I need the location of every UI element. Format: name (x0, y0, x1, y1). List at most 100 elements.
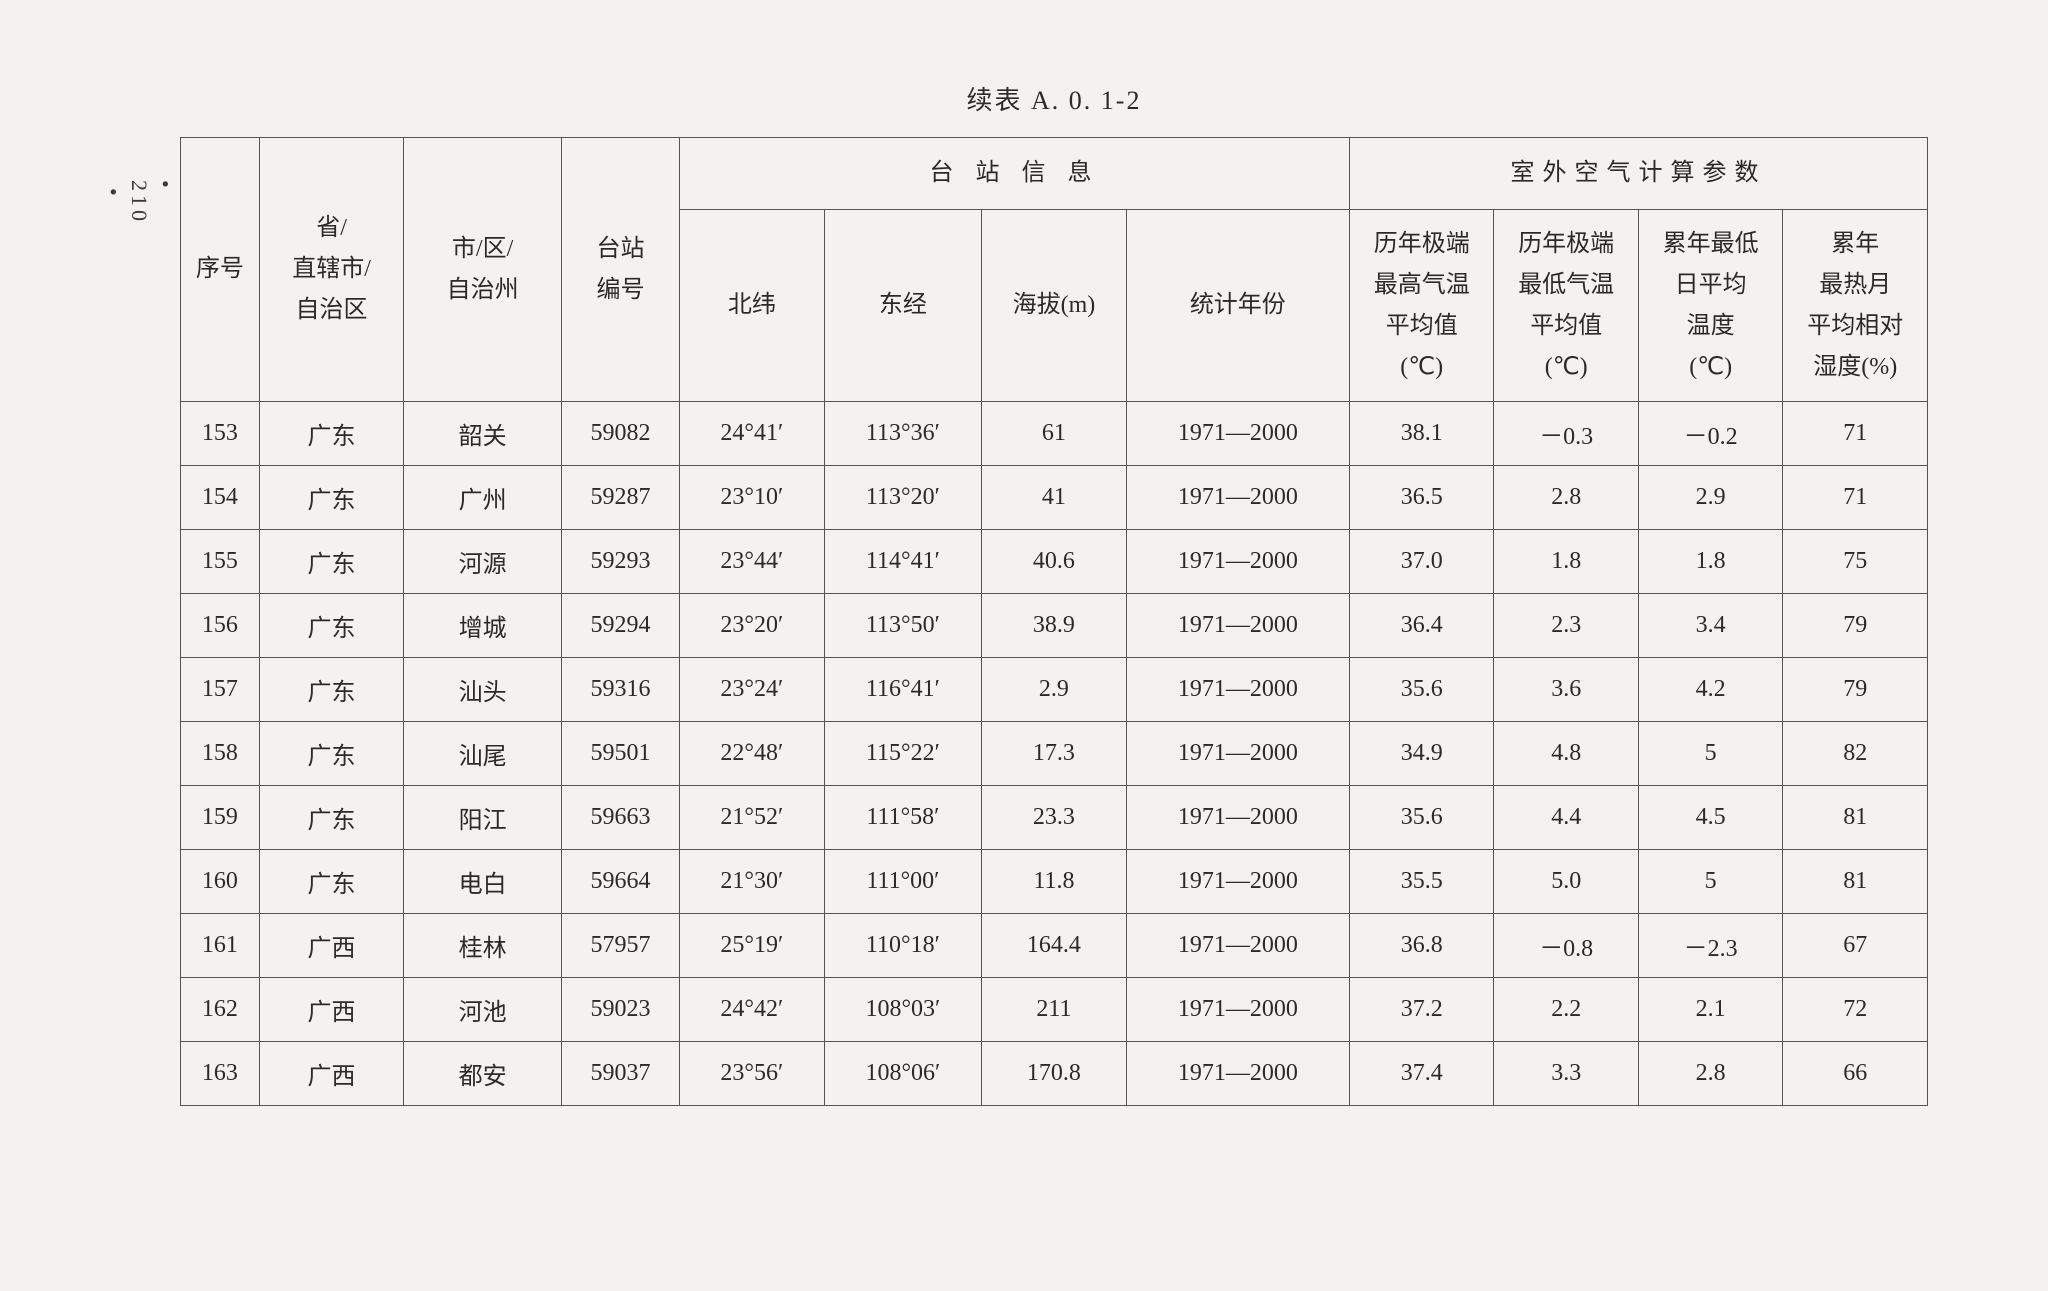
cell-lat: 22°48′ (680, 722, 824, 786)
cell-lon: 108°03′ (824, 978, 982, 1042)
table-row: 162广西河池5902324°42′108°03′2111971—200037.… (181, 978, 1928, 1042)
cell-province: 广东 (259, 722, 403, 786)
cell-city: 广州 (404, 466, 562, 530)
cell-year: 1971—2000 (1126, 658, 1349, 722)
table-row: 155广东河源5929323°44′114°41′40.61971—200037… (181, 530, 1928, 594)
cell-low-daily: 2.9 (1638, 466, 1782, 530)
cell-station: 59663 (561, 786, 679, 850)
cell-lon: 113°50′ (824, 594, 982, 658)
cell-max-temp: 36.5 (1349, 466, 1493, 530)
cell-seq: 153 (181, 402, 260, 466)
header-humidity: 累年最热月平均相对湿度(%) (1783, 210, 1928, 402)
cell-seq: 162 (181, 978, 260, 1042)
table-row: 153广东韶关5908224°41′113°36′611971—200038.1… (181, 402, 1928, 466)
cell-city: 都安 (404, 1042, 562, 1106)
cell-year: 1971—2000 (1126, 978, 1349, 1042)
cell-humidity: 75 (1783, 530, 1928, 594)
cell-low-daily: 4.5 (1638, 786, 1782, 850)
cell-station: 59023 (561, 978, 679, 1042)
cell-lon: 113°36′ (824, 402, 982, 466)
cell-low-daily: 4.2 (1638, 658, 1782, 722)
cell-station: 59664 (561, 850, 679, 914)
cell-min-temp: －0.3 (1494, 402, 1638, 466)
cell-min-temp: 4.4 (1494, 786, 1638, 850)
page-number: 210 (100, 180, 178, 225)
cell-min-temp: 2.3 (1494, 594, 1638, 658)
cell-alt: 40.6 (982, 530, 1126, 594)
cell-seq: 154 (181, 466, 260, 530)
cell-max-temp: 37.2 (1349, 978, 1493, 1042)
cell-seq: 160 (181, 850, 260, 914)
cell-max-temp: 36.4 (1349, 594, 1493, 658)
cell-seq: 157 (181, 658, 260, 722)
cell-alt: 11.8 (982, 850, 1126, 914)
cell-year: 1971—2000 (1126, 914, 1349, 978)
cell-alt: 17.3 (982, 722, 1126, 786)
cell-province: 广东 (259, 658, 403, 722)
cell-max-temp: 38.1 (1349, 402, 1493, 466)
cell-seq: 155 (181, 530, 260, 594)
cell-province: 广西 (259, 978, 403, 1042)
cell-city: 增城 (404, 594, 562, 658)
cell-low-daily: －2.3 (1638, 914, 1782, 978)
cell-humidity: 66 (1783, 1042, 1928, 1106)
cell-humidity: 72 (1783, 978, 1928, 1042)
cell-humidity: 71 (1783, 466, 1928, 530)
cell-alt: 170.8 (982, 1042, 1126, 1106)
cell-max-temp: 34.9 (1349, 722, 1493, 786)
cell-alt: 38.9 (982, 594, 1126, 658)
header-alt: 海拔(m) (982, 210, 1126, 402)
cell-lon: 113°20′ (824, 466, 982, 530)
cell-lon: 116°41′ (824, 658, 982, 722)
cell-station: 59293 (561, 530, 679, 594)
cell-min-temp: 1.8 (1494, 530, 1638, 594)
header-lon: 东经 (824, 210, 982, 402)
cell-alt: 2.9 (982, 658, 1126, 722)
cell-seq: 163 (181, 1042, 260, 1106)
header-min-temp: 历年极端最低气温平均值(℃) (1494, 210, 1638, 402)
header-province: 省/直辖市/自治区 (259, 138, 403, 402)
cell-humidity: 81 (1783, 786, 1928, 850)
header-group-params: 室外空气计算参数 (1349, 138, 1927, 210)
cell-lat: 23°24′ (680, 658, 824, 722)
cell-max-temp: 37.4 (1349, 1042, 1493, 1106)
cell-low-daily: 5 (1638, 850, 1782, 914)
header-station-no: 台站编号 (561, 138, 679, 402)
cell-station: 59294 (561, 594, 679, 658)
header-seq: 序号 (181, 138, 260, 402)
cell-lon: 114°41′ (824, 530, 982, 594)
table-header: 序号 省/直辖市/自治区 市/区/自治州 台站编号 台 站 信 息 室外空气计算… (181, 138, 1928, 402)
cell-lat: 23°56′ (680, 1042, 824, 1106)
header-year: 统计年份 (1126, 210, 1349, 402)
cell-min-temp: 2.2 (1494, 978, 1638, 1042)
cell-station: 59501 (561, 722, 679, 786)
cell-min-temp: 5.0 (1494, 850, 1638, 914)
cell-low-daily: 2.1 (1638, 978, 1782, 1042)
cell-station: 59316 (561, 658, 679, 722)
cell-year: 1971—2000 (1126, 786, 1349, 850)
cell-max-temp: 35.6 (1349, 786, 1493, 850)
cell-province: 广东 (259, 466, 403, 530)
table-row: 163广西都安5903723°56′108°06′170.81971—20003… (181, 1042, 1928, 1106)
cell-province: 广东 (259, 850, 403, 914)
cell-lat: 21°30′ (680, 850, 824, 914)
table-row: 160广东电白5966421°30′111°00′11.81971—200035… (181, 850, 1928, 914)
cell-lat: 23°10′ (680, 466, 824, 530)
cell-alt: 211 (982, 978, 1126, 1042)
cell-province: 广东 (259, 530, 403, 594)
cell-seq: 158 (181, 722, 260, 786)
cell-year: 1971—2000 (1126, 530, 1349, 594)
table-row: 156广东增城5929423°20′113°50′38.91971—200036… (181, 594, 1928, 658)
cell-alt: 61 (982, 402, 1126, 466)
table-title: 续表 A. 0. 1-2 (180, 80, 1928, 117)
cell-seq: 159 (181, 786, 260, 850)
cell-max-temp: 35.6 (1349, 658, 1493, 722)
cell-low-daily: －0.2 (1638, 402, 1782, 466)
cell-humidity: 82 (1783, 722, 1928, 786)
cell-lon: 115°22′ (824, 722, 982, 786)
cell-station: 59287 (561, 466, 679, 530)
cell-city: 汕头 (404, 658, 562, 722)
cell-min-temp: 3.6 (1494, 658, 1638, 722)
table-row: 154广东广州5928723°10′113°20′411971—200036.5… (181, 466, 1928, 530)
cell-lat: 23°20′ (680, 594, 824, 658)
